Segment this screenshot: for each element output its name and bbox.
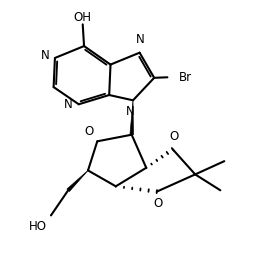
Text: N: N — [64, 98, 73, 111]
Text: N: N — [126, 105, 135, 118]
Text: Br: Br — [179, 71, 192, 84]
Text: O: O — [169, 130, 179, 143]
Text: OH: OH — [74, 11, 92, 24]
Polygon shape — [67, 171, 88, 192]
Text: N: N — [136, 33, 144, 46]
Text: O: O — [84, 125, 93, 138]
Text: HO: HO — [29, 220, 47, 233]
Text: O: O — [153, 197, 163, 211]
Text: N: N — [41, 49, 50, 62]
Polygon shape — [130, 100, 133, 135]
